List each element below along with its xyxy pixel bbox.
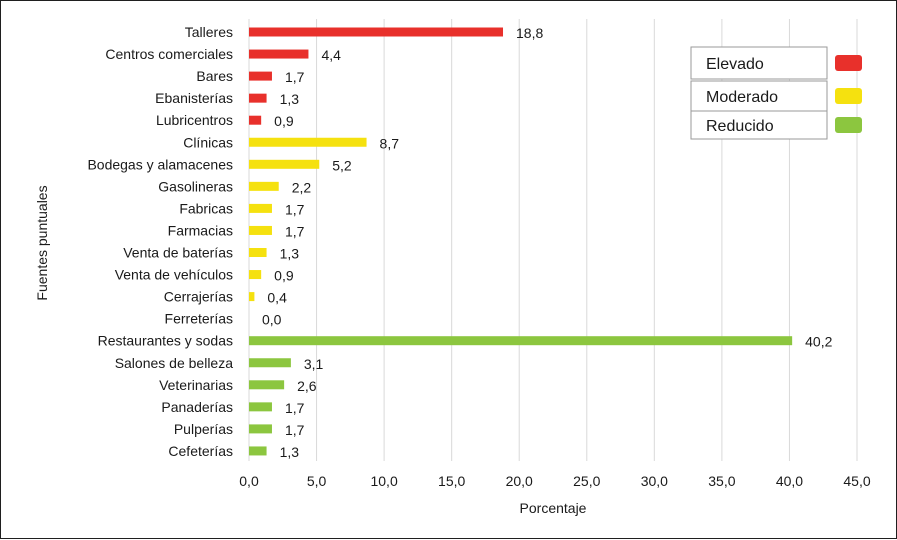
x-tick-label: 20,0 [506,473,533,489]
category-label: Salones de belleza [115,355,234,371]
x-tick-label: 45,0 [843,473,870,489]
bar [249,203,272,213]
data-label: 4,4 [321,47,341,63]
legend: Elevado Moderado Reducido [690,46,862,140]
legend-swatch [835,88,862,104]
bar [249,358,291,368]
grid-lines [248,19,858,461]
legend-label: Moderado [706,89,778,106]
x-axis-title: Porcentaje [520,500,587,516]
data-label: 1,3 [280,246,300,262]
legend-box [690,110,828,140]
bar [249,248,267,257]
data-label: 3,1 [304,356,324,372]
bar [249,292,255,302]
data-label: 0,4 [267,290,287,306]
legend-swatch [835,55,862,71]
x-tick-label: 10,0 [370,473,397,489]
data-label: 1,7 [285,223,305,239]
bar [249,402,272,412]
legend-box [690,46,828,80]
bar [249,424,272,434]
bar [249,225,272,235]
bar [249,159,320,169]
category-label: Bares [196,68,233,84]
category-label: Talleres [185,24,233,40]
category-label: Pulperías [174,421,233,437]
bar [249,336,793,346]
data-label: 1,7 [285,201,305,217]
bar [249,446,267,456]
category-label: Ferreterías [165,311,233,327]
bar [249,270,262,280]
x-tick-label: 35,0 [708,473,735,489]
value-labels: 18,8 4,4 1,7 1,3 0,9 8,7 5,2 2,2 1,7 1,7 1,3 0,9 0,4… [262,25,833,460]
category-label: Lubricentros [156,112,233,128]
category-label: Farmacias [168,222,233,238]
data-label: 40,2 [805,334,832,350]
category-label: Veterinarias [159,377,233,393]
x-tick-labels: 0,0 5,0 10,0 15,0 20,0 25,0 30,0 35,0 40,0 45,0 [239,473,871,489]
data-label: 1,3 [280,444,300,460]
x-tick-label: 30,0 [641,473,668,489]
bar [249,115,262,125]
bar [249,137,367,147]
category-label: Cefeterías [168,443,233,459]
data-label: 5,2 [332,157,352,173]
bar [249,93,267,103]
category-label: Clínicas [183,134,233,150]
category-label: Venta de baterías [123,245,233,261]
category-label: Ebanisterías [155,90,233,106]
legend-label: Elevado [706,56,764,73]
data-label: 0,9 [274,113,294,129]
legend-label: Reducido [706,118,774,135]
category-label: Panaderías [161,399,233,415]
data-label: 2,2 [292,179,312,195]
data-label: 2,6 [297,378,317,394]
x-tick-label: 15,0 [438,473,465,489]
y-axis-title: Fuentes puntuales [34,185,50,300]
bar [249,27,504,37]
x-tick-label: 5,0 [307,473,327,489]
bar [249,49,309,59]
category-label: Gasolineras [158,178,233,194]
bar [249,181,279,191]
data-label: 1,7 [285,422,305,438]
data-label: 0,0 [262,312,282,328]
x-tick-label: 40,0 [776,473,803,489]
bars [249,27,793,456]
category-labels: Talleres Centros comerciales Bares Ebaniste… [87,24,233,459]
legend-box [690,80,828,112]
data-label: 18,8 [516,25,543,41]
x-tick-label: 0,0 [239,473,259,489]
category-label: Centros comerciales [105,46,233,62]
data-label: 1,3 [280,91,300,107]
data-label: 0,9 [274,268,294,284]
category-label: Fabricas [179,200,233,216]
category-label: Venta de vehículos [115,267,233,283]
category-label: Cerrajerías [164,289,233,305]
data-label: 1,7 [285,400,305,416]
data-label: 8,7 [380,135,400,151]
x-tick-label: 25,0 [573,473,600,489]
data-label: 1,7 [285,69,305,85]
category-label: Restaurantes y sodas [98,333,233,349]
bar [249,380,285,390]
bar [249,71,272,81]
legend-swatch [835,117,862,133]
category-label: Bodegas y alamacenes [87,156,233,172]
